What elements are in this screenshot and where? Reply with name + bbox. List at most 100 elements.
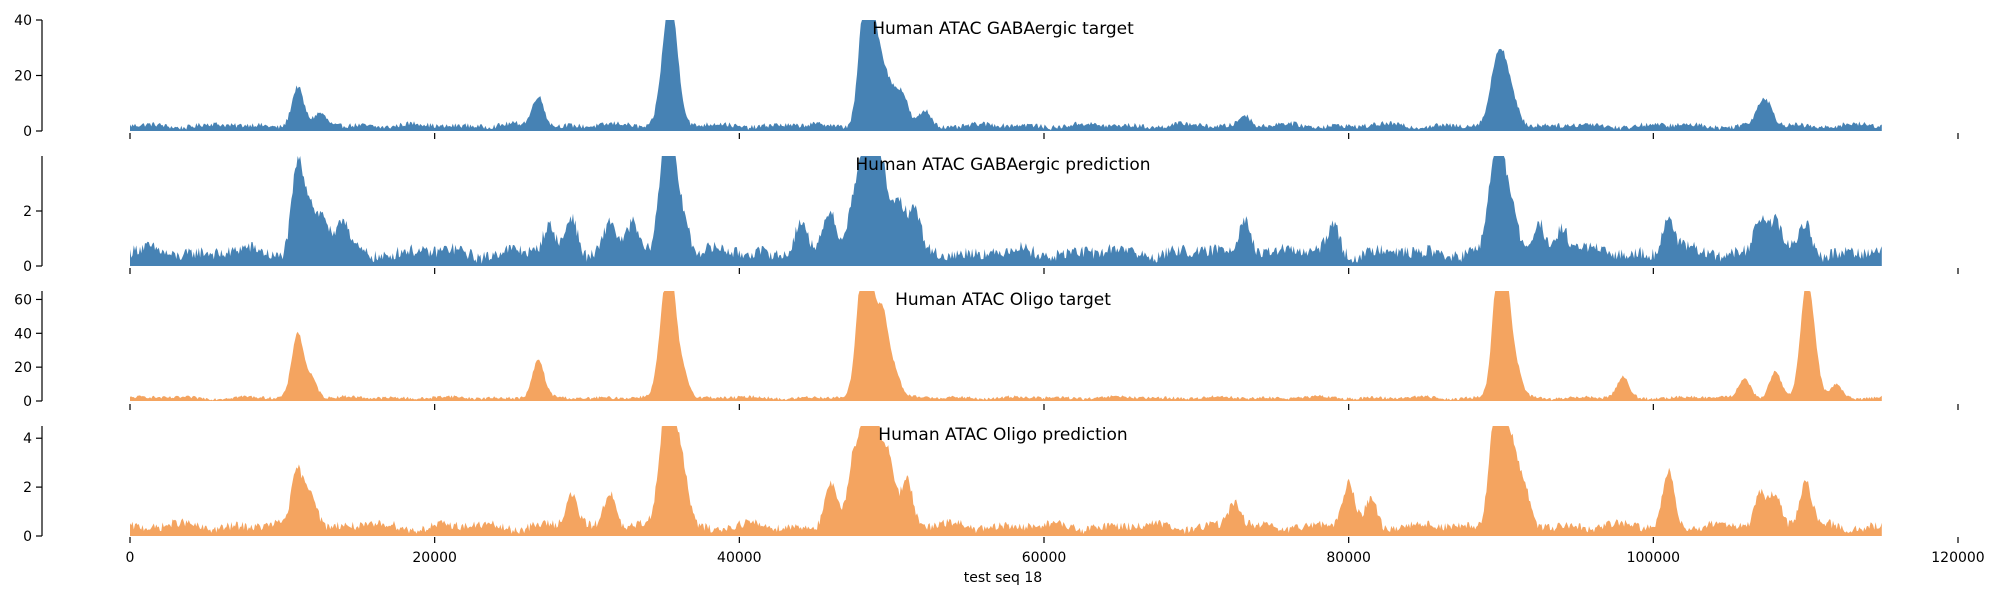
data-point-1-12 (901, 100, 903, 102)
data-point-4-8 (830, 491, 832, 493)
x-tick-label-1: 0 (126, 550, 135, 566)
panel-title-1: Human ATAC GABAergic target (872, 19, 1134, 39)
data-point-3-15 (1744, 380, 1746, 382)
data-point-1-19 (1761, 111, 1763, 113)
data-point-4-14 (1233, 511, 1235, 513)
data-point-2-29 (1774, 235, 1776, 237)
data-point-2-19 (914, 227, 916, 229)
data-point-4-22 (1759, 498, 1761, 500)
data-point-2-18 (898, 216, 900, 218)
data-point-1-7 (862, 75, 864, 77)
data-point-3-17 (1805, 304, 1807, 306)
data-point-2-7 (609, 238, 611, 240)
data-point-1-14 (1244, 119, 1246, 121)
panel-3: 0 20 40 60 Human ATAC Oligo target (14, 290, 1959, 410)
y-tick-label-1-2: 20 (14, 69, 32, 85)
panel-2: 0 2 Human ATAC GABAergic prediction (23, 155, 1959, 275)
y-tick-label-1-3: 40 (14, 13, 32, 29)
data-point-4-13 (906, 486, 908, 488)
data-point-3-1 (297, 336, 299, 338)
y-tick-label-4-1: 0 (23, 529, 32, 545)
series-area-3 (130, 291, 1882, 401)
data-point-2-30 (1805, 235, 1807, 237)
x-axis-title: test seq 18 (964, 570, 1042, 586)
data-point-1-11 (891, 105, 893, 107)
x-tick-label-2: 20000 (412, 550, 457, 566)
data-point-2-16 (872, 183, 874, 185)
data-point-4-6 (671, 442, 673, 444)
panel-title-4: Human ATAC Oligo prediction (878, 425, 1127, 445)
data-point-2-9 (662, 199, 664, 201)
data-point-4-9 (853, 471, 855, 473)
data-point-2-20 (1244, 227, 1246, 229)
x-tick-label-5: 80000 (1326, 550, 1371, 566)
y-tick-label-2-2: 2 (23, 204, 32, 220)
data-point-2-25 (1538, 235, 1540, 237)
data-point-2-26 (1561, 238, 1563, 240)
y-tick-label-3-3: 40 (14, 326, 32, 342)
data-point-2-1 (297, 177, 299, 179)
data-point-2-23 (1500, 194, 1502, 196)
data-point-4-3 (571, 503, 573, 505)
data-point-2-12 (799, 235, 801, 237)
data-point-2-3 (323, 229, 325, 231)
data-point-1-5 (670, 27, 672, 29)
data-point-4-10 (865, 442, 867, 444)
data-point-3-2 (310, 380, 312, 382)
series-area-2 (130, 156, 1882, 266)
data-point-1-16 (1499, 86, 1501, 88)
panel-title-3: Human ATAC Oligo target (895, 290, 1111, 310)
data-point-1-9 (874, 80, 876, 82)
data-point-3-11 (1497, 290, 1499, 292)
data-point-2-4 (342, 235, 344, 237)
data-point-4-15 (1348, 491, 1350, 493)
data-point-2-28 (1759, 229, 1761, 231)
x-tick-label-3: 40000 (717, 550, 762, 566)
y-tick-label-3-1: 0 (23, 394, 32, 410)
data-point-1-2 (319, 119, 321, 121)
data-point-1-3 (537, 100, 539, 102)
data-point-1-8 (866, 38, 868, 40)
y-tick-label-1-1: 0 (23, 124, 32, 140)
data-point-3-3 (537, 363, 539, 365)
y-tick-label-3-2: 20 (14, 360, 32, 376)
data-point-4-12 (888, 462, 890, 464)
data-point-2-27 (1668, 229, 1670, 231)
data-point-2-10 (670, 166, 672, 168)
data-point-4-19 (1511, 467, 1513, 469)
data-point-2-22 (1492, 199, 1494, 201)
x-tick-label-6: 100000 (1627, 550, 1680, 566)
data-point-3-9 (882, 315, 884, 317)
data-point-2-21 (1332, 238, 1334, 240)
data-point-3-10 (894, 375, 896, 377)
data-point-3-14 (1622, 380, 1624, 382)
panel-4: 0 2 4 Human ATAC Oligo prediction (23, 425, 1959, 545)
data-point-4-7 (682, 481, 684, 483)
data-point-3-5 (670, 290, 672, 292)
data-point-2-8 (632, 235, 634, 237)
data-point-2-24 (1511, 218, 1513, 220)
series-area-4 (130, 426, 1882, 536)
data-point-1-1 (297, 91, 299, 93)
data-point-4-24 (1805, 491, 1807, 493)
data-point-1-10 (882, 91, 884, 93)
data-point-4-18 (1500, 440, 1502, 442)
data-point-1-4 (662, 91, 664, 93)
data-point-1-18 (1515, 116, 1517, 118)
x-tick-label-7: 120000 (1931, 550, 1984, 566)
data-point-3-12 (1505, 307, 1507, 309)
data-point-3-13 (1515, 375, 1517, 377)
data-point-4-1 (297, 479, 299, 481)
data-point-4-20 (1523, 498, 1525, 500)
data-point-1-13 (924, 116, 926, 118)
panel-title-2: Human ATAC GABAergic prediction (855, 155, 1150, 175)
data-point-2-14 (853, 210, 855, 212)
data-point-2-6 (571, 227, 573, 229)
y-tick-label-2-1: 0 (23, 259, 32, 275)
data-point-3-19 (1835, 387, 1837, 389)
data-point-2-5 (548, 240, 550, 242)
data-point-4-5 (662, 454, 664, 456)
data-point-4-23 (1774, 503, 1776, 505)
data-point-2-2 (309, 221, 311, 223)
